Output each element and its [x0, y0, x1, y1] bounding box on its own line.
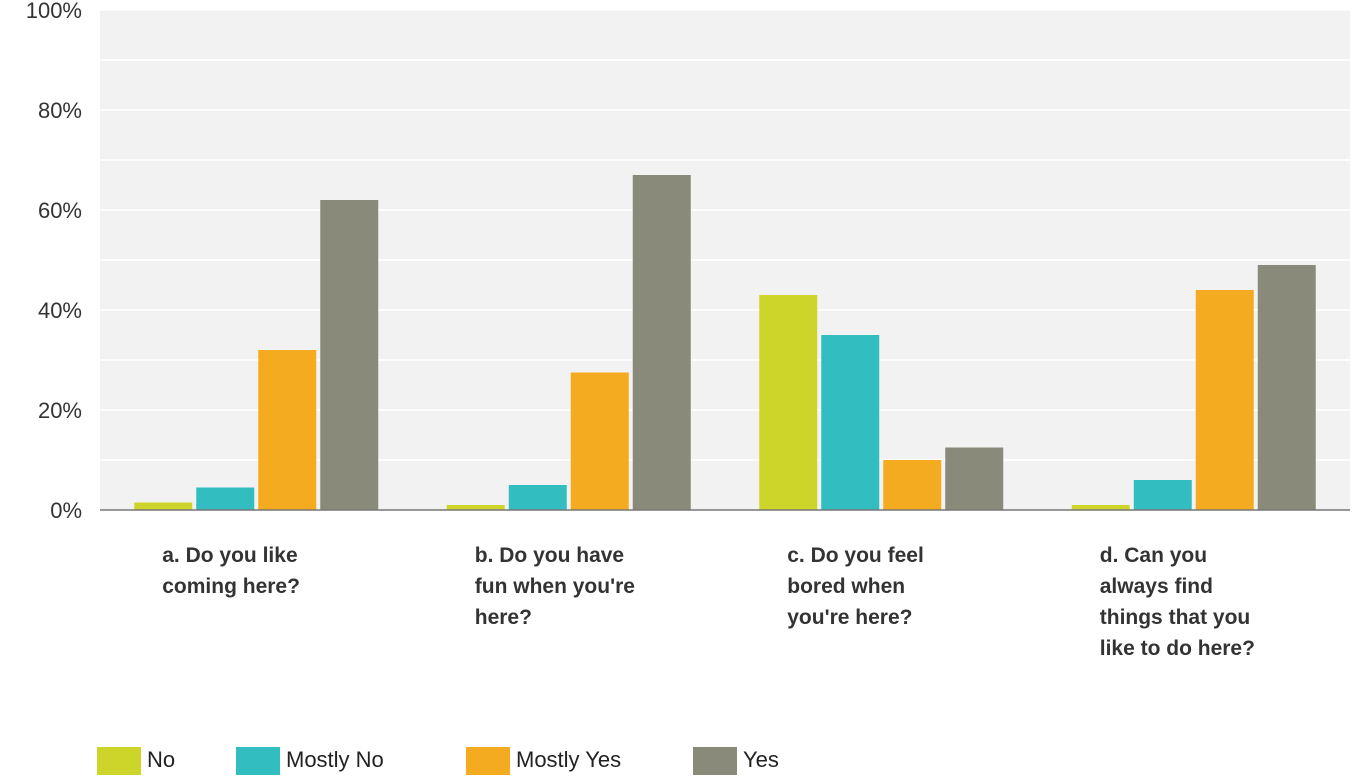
legend-label: Mostly Yes: [516, 747, 621, 772]
y-tick-label: 60%: [38, 198, 82, 223]
bar-mostly-yes: [1195, 290, 1254, 510]
x-axis-categories: a. Do you like coming here? b. Do you have…: [162, 544, 1255, 660]
x-category-label: c. Do you feel bored when you're here?: [787, 544, 924, 629]
legend: No Mostly No Mostly Yes Yes: [97, 747, 779, 775]
bar-mostly-yes: [570, 372, 629, 510]
y-tick-label: 40%: [38, 298, 82, 323]
bar-mostly-no: [821, 335, 880, 510]
bar-mostly-no: [196, 487, 255, 510]
bar-mostly-yes: [258, 350, 317, 510]
bar-no: [134, 502, 193, 510]
legend-swatch: [466, 747, 510, 775]
legend-swatch: [693, 747, 737, 775]
bar-mostly-no: [508, 485, 567, 510]
bar-no: [759, 295, 818, 510]
bar-mostly-no: [1133, 480, 1192, 510]
legend-label: No: [147, 747, 175, 772]
bar-yes: [945, 447, 1004, 510]
legend-swatch: [97, 747, 141, 775]
bar-no: [1071, 505, 1130, 510]
y-tick-label: 20%: [38, 398, 82, 423]
bar-no: [446, 505, 505, 510]
x-category-label: b. Do you have fun when you're here?: [475, 544, 635, 629]
x-category-label: d. Can you always find things that you like…: [1100, 544, 1255, 660]
x-category-label: a. Do you like coming here?: [162, 544, 300, 598]
bar-yes: [320, 200, 379, 510]
bar-yes: [1257, 265, 1316, 510]
legend-swatch: [236, 747, 280, 775]
y-tick-label: 80%: [38, 98, 82, 123]
y-tick-label: 0%: [50, 498, 82, 523]
legend-label: Mostly No: [286, 747, 384, 772]
bar-mostly-yes: [883, 460, 942, 510]
y-tick-label: 100%: [26, 0, 82, 23]
bar-yes: [632, 175, 691, 510]
legend-label: Yes: [743, 747, 779, 772]
y-axis-ticks: 0% 20% 40% 60% 80% 100%: [26, 0, 82, 523]
bars: [134, 175, 1316, 510]
